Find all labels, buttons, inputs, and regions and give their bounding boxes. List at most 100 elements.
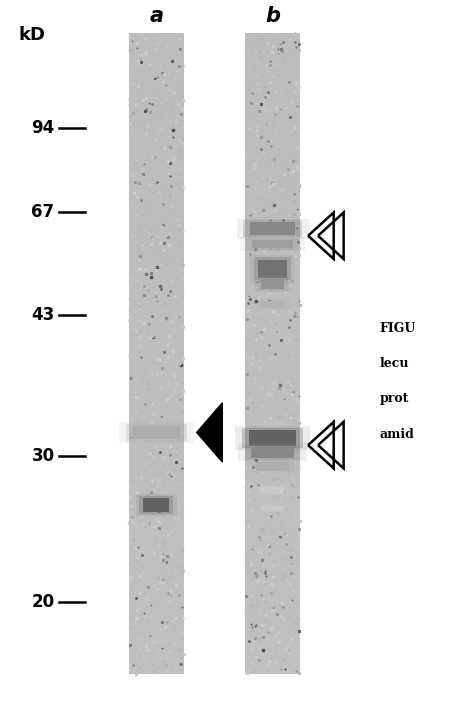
Bar bbox=[246, 418, 300, 426]
Bar bbox=[260, 397, 285, 406]
Bar bbox=[246, 466, 300, 474]
Bar bbox=[245, 445, 301, 460]
Bar bbox=[246, 337, 300, 345]
Bar bbox=[129, 433, 184, 442]
Bar bbox=[129, 169, 184, 177]
Bar bbox=[246, 32, 300, 41]
Bar bbox=[246, 313, 300, 321]
Bar bbox=[129, 193, 184, 201]
Bar bbox=[129, 666, 184, 674]
Bar bbox=[254, 485, 292, 496]
Bar bbox=[129, 265, 184, 273]
Bar bbox=[129, 89, 184, 97]
Bar bbox=[129, 490, 184, 498]
Bar bbox=[129, 49, 184, 56]
Bar bbox=[246, 618, 300, 626]
Bar bbox=[255, 299, 290, 310]
Bar bbox=[129, 385, 184, 393]
Bar bbox=[129, 361, 184, 369]
Bar bbox=[246, 634, 300, 642]
Bar bbox=[257, 486, 288, 496]
Bar bbox=[246, 209, 300, 217]
Bar bbox=[238, 443, 307, 461]
Bar bbox=[129, 56, 184, 65]
Bar bbox=[235, 426, 310, 450]
Bar bbox=[126, 424, 187, 441]
Bar bbox=[246, 257, 300, 265]
Bar bbox=[129, 642, 184, 650]
Bar bbox=[129, 273, 184, 281]
Bar bbox=[246, 474, 300, 481]
Bar bbox=[246, 345, 300, 354]
Bar bbox=[246, 450, 300, 457]
Bar bbox=[257, 396, 288, 407]
Text: lecu: lecu bbox=[379, 357, 409, 370]
Bar bbox=[246, 306, 300, 313]
Bar bbox=[129, 73, 184, 80]
Bar bbox=[246, 658, 300, 666]
Bar bbox=[246, 562, 300, 570]
Bar bbox=[246, 361, 300, 369]
Bar bbox=[246, 321, 300, 330]
Bar bbox=[246, 409, 300, 418]
Bar bbox=[129, 481, 184, 490]
Bar bbox=[246, 249, 300, 257]
Bar bbox=[129, 378, 184, 385]
Bar bbox=[246, 265, 300, 273]
Bar bbox=[246, 602, 300, 610]
Bar bbox=[246, 177, 300, 185]
Bar bbox=[129, 610, 184, 618]
Bar bbox=[246, 530, 300, 538]
Bar bbox=[246, 642, 300, 650]
Text: b: b bbox=[265, 6, 280, 25]
Bar bbox=[246, 89, 300, 97]
Bar bbox=[129, 225, 184, 233]
Bar bbox=[246, 121, 300, 129]
Bar bbox=[246, 239, 299, 250]
Bar bbox=[246, 113, 300, 121]
Text: kD: kD bbox=[19, 25, 46, 44]
Bar bbox=[246, 330, 300, 337]
Bar bbox=[118, 422, 194, 443]
Bar bbox=[129, 602, 184, 610]
Bar bbox=[246, 522, 300, 530]
Bar bbox=[237, 219, 309, 239]
Bar bbox=[246, 378, 300, 385]
Bar bbox=[243, 220, 302, 237]
Bar bbox=[246, 65, 300, 73]
Bar bbox=[246, 626, 300, 634]
Bar bbox=[129, 522, 184, 530]
Bar bbox=[136, 493, 177, 516]
Bar bbox=[129, 161, 184, 169]
Bar bbox=[246, 442, 300, 450]
Bar bbox=[257, 278, 288, 291]
Text: prot: prot bbox=[379, 393, 409, 405]
Text: a: a bbox=[149, 6, 164, 25]
Bar bbox=[255, 504, 290, 513]
Bar bbox=[246, 402, 300, 409]
Bar bbox=[250, 255, 295, 283]
Bar bbox=[246, 554, 300, 562]
Bar bbox=[256, 462, 289, 470]
Bar bbox=[246, 49, 300, 56]
Bar bbox=[129, 129, 184, 137]
Bar bbox=[246, 217, 300, 225]
Bar bbox=[246, 145, 300, 153]
Bar bbox=[263, 398, 282, 405]
Bar bbox=[246, 241, 300, 249]
Bar bbox=[129, 426, 184, 433]
Bar bbox=[246, 273, 300, 281]
Bar bbox=[129, 65, 184, 73]
Bar bbox=[257, 419, 288, 429]
Text: amid: amid bbox=[379, 428, 414, 441]
Bar bbox=[246, 594, 300, 602]
Bar bbox=[129, 498, 184, 506]
Bar bbox=[129, 466, 184, 474]
Bar bbox=[129, 578, 184, 586]
Bar bbox=[129, 257, 184, 265]
Bar bbox=[246, 546, 300, 554]
Bar bbox=[246, 281, 300, 289]
Bar bbox=[246, 129, 300, 137]
Bar bbox=[129, 506, 184, 514]
Bar bbox=[249, 431, 296, 446]
